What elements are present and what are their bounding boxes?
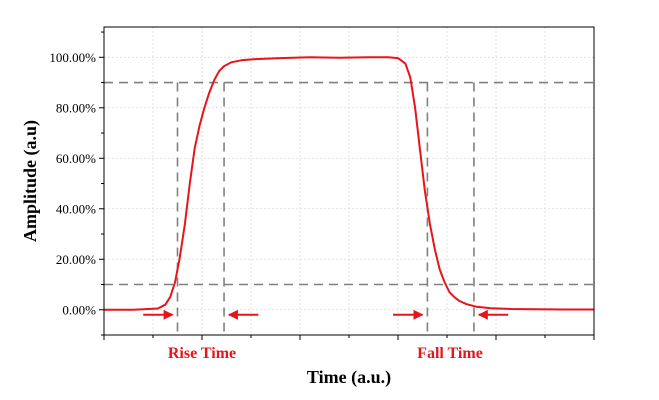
grid-layer — [104, 27, 594, 335]
y-axis-title: Amplitude (a.u) — [20, 120, 41, 242]
axis-ticks: 0.00% 20.00% 40.00% 60.00% 80.00% 100.00% — [49, 31, 595, 340]
signal-line — [104, 56, 594, 311]
threshold-lines — [104, 81, 594, 335]
series-layer — [104, 56, 594, 311]
y-tick-label: 80.00% — [56, 100, 96, 115]
y-tick-label: 60.00% — [56, 151, 96, 166]
y-tick-label: 0.00% — [62, 302, 96, 317]
y-tick-label: 100.00% — [49, 50, 96, 65]
fall-time-label: Fall Time — [417, 345, 483, 362]
y-tick-label: 20.00% — [56, 252, 96, 267]
x-axis-title: Time (a.u.) — [307, 367, 391, 388]
rise-time-label: Rise Time — [168, 345, 236, 362]
y-tick-label: 40.00% — [56, 201, 96, 216]
